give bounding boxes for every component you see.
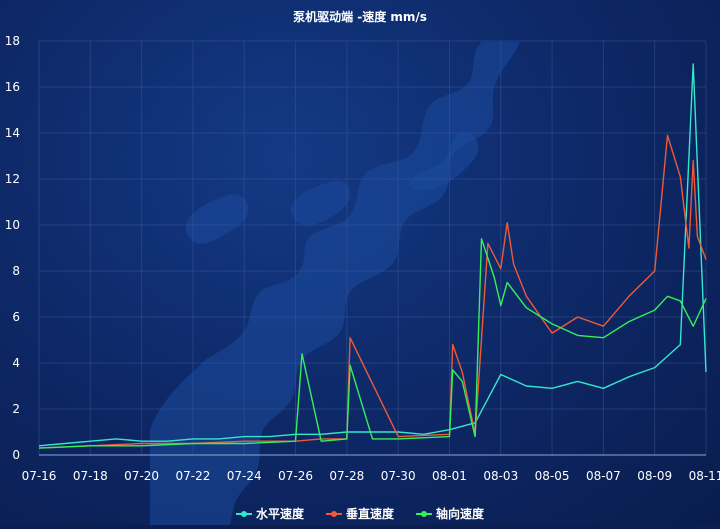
y-tick-label: 18 <box>5 34 20 48</box>
x-tick-label: 07-26 <box>278 469 313 483</box>
x-tick-label: 08-01 <box>432 469 467 483</box>
x-tick-label: 07-28 <box>329 469 364 483</box>
y-tick-label: 4 <box>12 356 20 370</box>
y-tick-label: 6 <box>12 310 20 324</box>
landmass-shape <box>150 42 520 525</box>
series-line-0 <box>38 63 707 447</box>
y-tick-label: 12 <box>5 172 20 186</box>
legend: 水平速度 垂直速度 轴向速度 <box>0 505 720 522</box>
y-tick-label: 14 <box>5 126 20 140</box>
peninsula-shape <box>185 194 249 244</box>
x-tick-label: 08-05 <box>535 469 570 483</box>
x-tick-label: 07-16 <box>22 469 57 483</box>
x-tick-label: 07-20 <box>124 469 159 483</box>
y-tick-label: 10 <box>5 218 20 232</box>
legend-item-axial[interactable]: 轴向速度 <box>416 505 484 522</box>
legend-label-horizontal: 水平速度 <box>255 507 304 521</box>
x-tick-label: 08-11 <box>689 469 720 483</box>
legend-item-horizontal[interactable]: 水平速度 <box>235 505 304 522</box>
axis-layer: 0 2 4 6 8 10 12 14 16 18 07-16 07-18 07-20 07-22 07-24… <box>5 34 720 483</box>
series-line-1 <box>38 134 707 449</box>
x-tick-label: 07-30 <box>381 469 416 483</box>
legend-swatch-vertical <box>325 509 342 519</box>
grid-layer <box>38 40 707 456</box>
legend-label-vertical: 垂直速度 <box>345 507 394 521</box>
series-layer <box>38 63 707 449</box>
x-tick-label: 07-18 <box>73 469 108 483</box>
x-tick-label: 07-22 <box>175 469 210 483</box>
coast-shape <box>291 180 351 225</box>
island-shape <box>409 132 479 191</box>
x-tick-label: 08-03 <box>483 469 518 483</box>
series-line-2 <box>38 238 707 449</box>
legend-swatch-axial <box>416 509 432 519</box>
y-tick-label: 8 <box>12 264 20 278</box>
x-tick-label: 07-24 <box>227 469 262 483</box>
x-tick-label: 08-07 <box>586 469 621 483</box>
legend-item-vertical[interactable]: 垂直速度 <box>325 505 394 522</box>
chart-title: 泵机驱动端 -速度 mm/s <box>293 10 427 24</box>
y-tick-label: 0 <box>12 448 20 462</box>
legend-swatch-horizontal <box>235 509 252 519</box>
y-tick-label: 16 <box>5 80 20 94</box>
y-tick-label: 2 <box>12 402 20 416</box>
legend-label-axial: 轴向速度 <box>436 507 485 521</box>
x-tick-label: 08-09 <box>637 469 672 483</box>
